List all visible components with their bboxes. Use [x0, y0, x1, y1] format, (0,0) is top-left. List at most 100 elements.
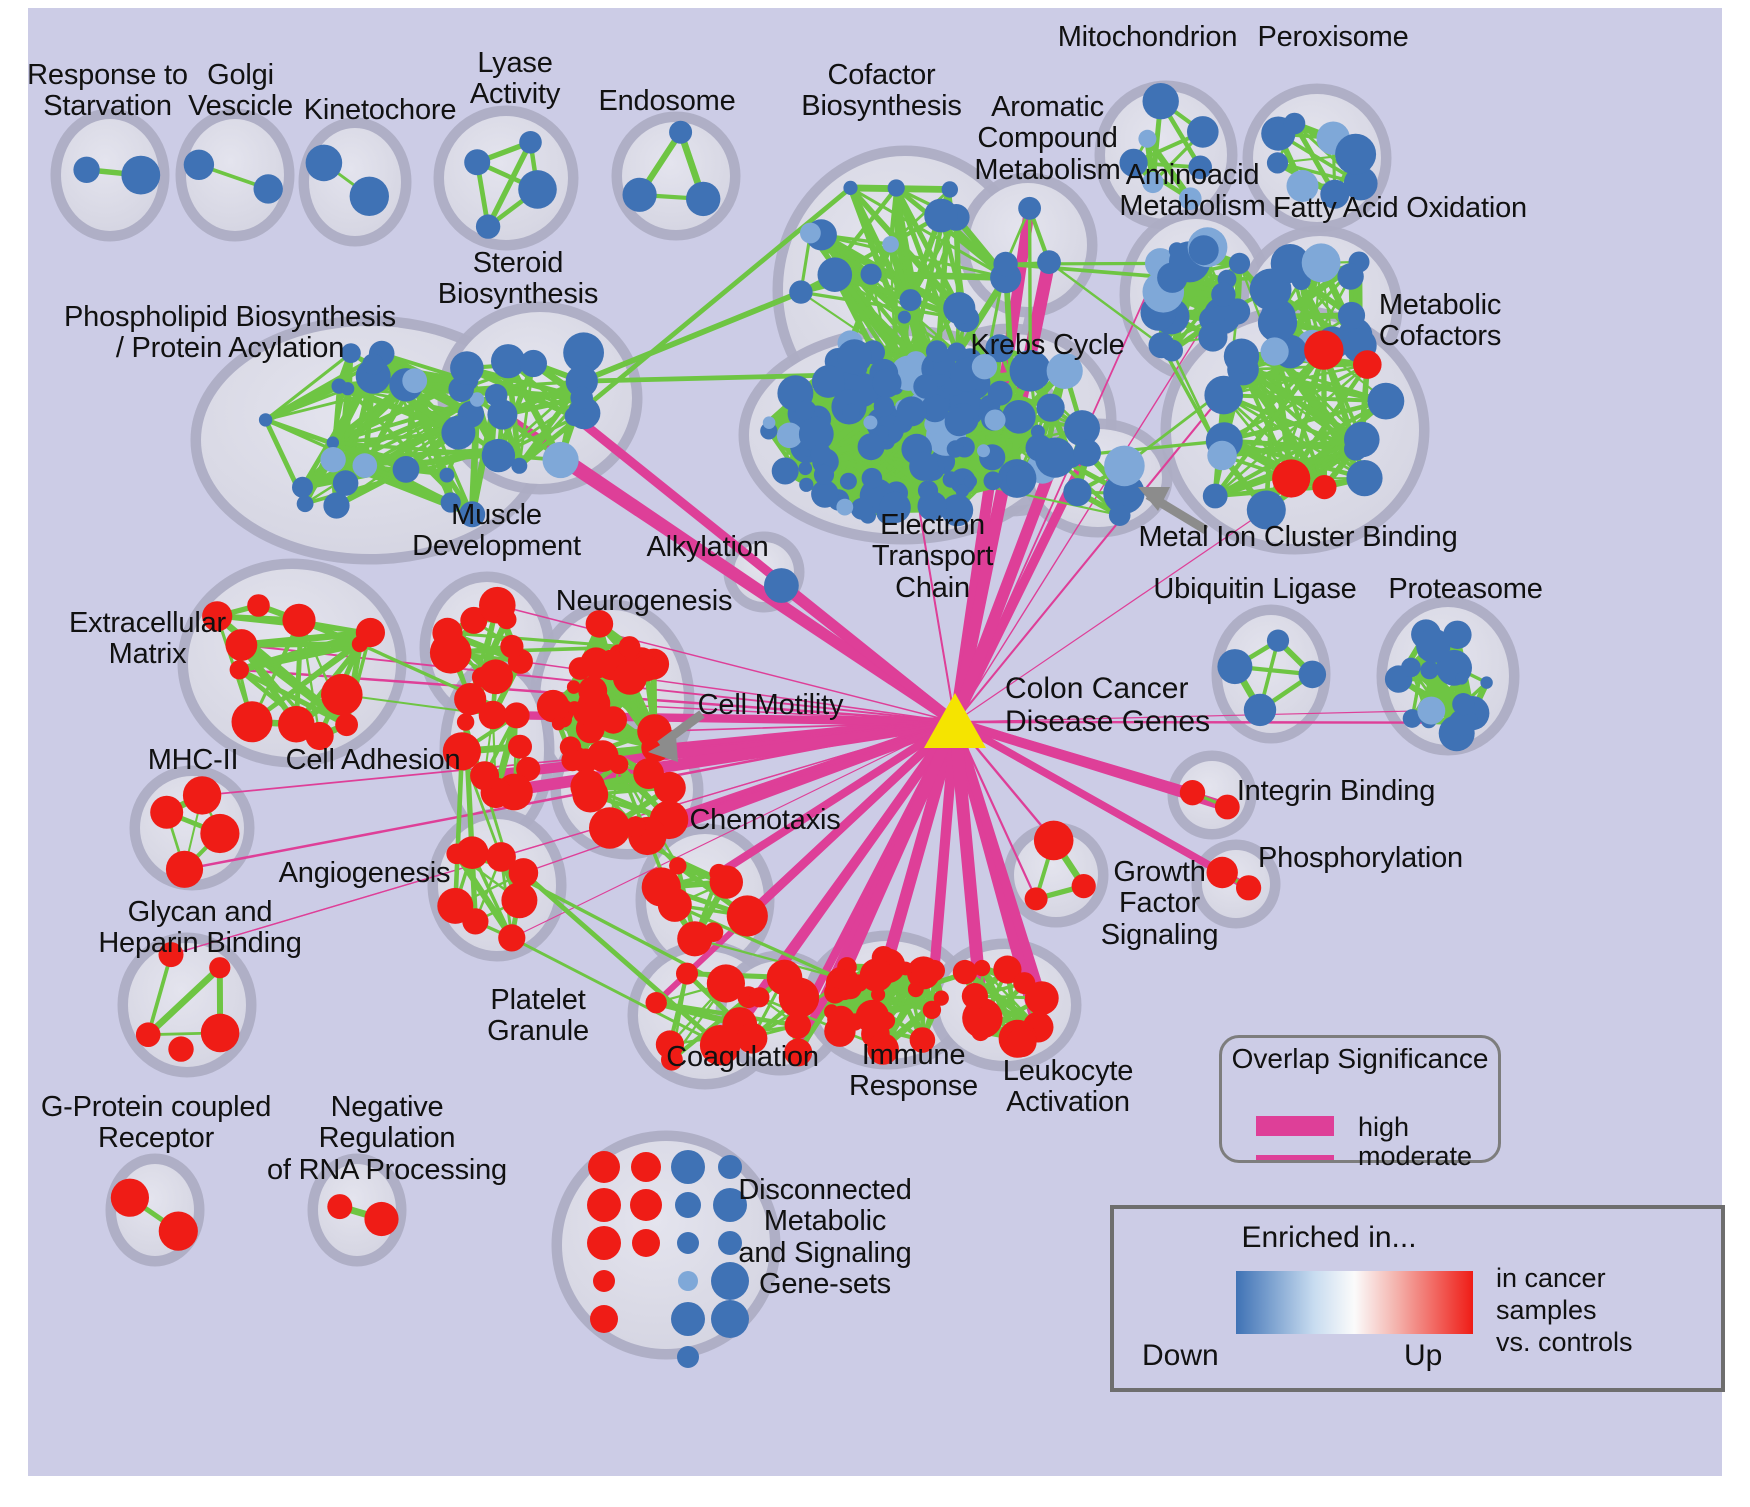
- gene-set-node: [882, 236, 899, 253]
- gene-set-node: [496, 609, 517, 630]
- cluster-area-golgi-vescicle: [186, 119, 284, 231]
- inter-cluster-edge: [452, 748, 465, 909]
- cluster-ring-lyase-activity: [433, 105, 579, 251]
- gene-set-node: [718, 1155, 742, 1179]
- gene-set-node: [566, 680, 581, 694]
- gene-set-node: [655, 1030, 685, 1059]
- gene-set-node: [589, 807, 631, 849]
- cluster-edge: [146, 952, 173, 1037]
- gene-set-node: [609, 754, 629, 775]
- gene-set-node: [855, 999, 890, 1034]
- gene-set-node: [676, 962, 698, 985]
- gene-set-node: [355, 617, 385, 648]
- gene-set-node: [973, 959, 991, 977]
- gene-set-node: [1036, 393, 1065, 422]
- gene-set-node: [1024, 981, 1059, 1015]
- gene-set-nodes: [73, 83, 1493, 1368]
- gene-set-node: [323, 492, 350, 519]
- gene-set-node: [320, 447, 346, 473]
- gene-set-node: [1266, 629, 1290, 652]
- gene-set-node: [551, 717, 566, 731]
- gene-set-node: [1148, 332, 1175, 359]
- cluster-edge: [846, 241, 894, 347]
- gene-set-node: [1206, 856, 1238, 889]
- gene-set-node: [669, 120, 693, 144]
- enriched-in-title: Enriched in...: [1241, 1221, 1417, 1254]
- gene-set-node: [183, 149, 215, 180]
- gene-set-node: [432, 617, 463, 649]
- annotation-arrows: [648, 487, 1209, 762]
- hub-edge: [929, 716, 961, 976]
- gene-set-node: [913, 374, 938, 399]
- gene-set-node: [963, 474, 978, 488]
- hub-edge: [183, 720, 957, 871]
- colon-cancer-hub-triangle[interactable]: [924, 693, 986, 748]
- hub-edge: [953, 720, 1463, 724]
- cluster-edge: [263, 362, 375, 422]
- gene-set-node: [1198, 322, 1228, 352]
- arrow-metal-ion-icon: [1138, 487, 1209, 534]
- gene-set-node: [1420, 660, 1439, 680]
- hub-edge: [170, 721, 956, 956]
- gene-set-node: [1073, 439, 1102, 467]
- gene-set-node: [570, 386, 593, 410]
- gene-set-node: [736, 1022, 768, 1054]
- gene-set-node: [1142, 171, 1164, 194]
- gene-set-node: [1018, 196, 1041, 220]
- cluster-edge: [849, 186, 1008, 280]
- gene-set-node: [709, 865, 743, 899]
- gene-set-node: [599, 706, 627, 734]
- cluster-edge: [809, 231, 961, 310]
- inter-cluster-edge: [510, 936, 722, 1047]
- cluster-ring-proteasome: [1376, 596, 1520, 756]
- legend-high-label: high: [1358, 1112, 1410, 1142]
- gene-set-node: [762, 416, 776, 430]
- gene-set-node: [568, 657, 592, 680]
- gene-set-node: [924, 198, 958, 233]
- gene-set-node: [158, 1211, 198, 1251]
- gene-set-node: [1024, 887, 1048, 911]
- gene-set-node: [247, 594, 270, 617]
- gene-set-node: [1337, 263, 1364, 290]
- gene-set-node: [836, 339, 872, 375]
- gene-set-node: [669, 857, 687, 875]
- gene-set-node: [253, 174, 283, 204]
- gene-set-node: [442, 732, 481, 771]
- gene-set-node: [1304, 330, 1344, 370]
- hub-edge: [949, 451, 1061, 728]
- gene-set-node: [771, 457, 799, 485]
- cluster-edge: [893, 185, 1009, 280]
- inter-cluster-edge: [1003, 262, 1175, 280]
- cluster-edge: [412, 378, 474, 517]
- gene-set-node: [843, 180, 858, 195]
- gene-set-node: [209, 957, 231, 979]
- cluster-ring-golgi-vescicle: [175, 108, 295, 242]
- inter-cluster-edge: [617, 763, 679, 867]
- gene-set-node: [460, 606, 488, 634]
- gene-set-node: [863, 415, 878, 430]
- gene-set-node: [542, 441, 579, 479]
- gene-set-node: [471, 667, 493, 688]
- gene-set-node: [1207, 440, 1237, 471]
- gene-set-node: [1188, 155, 1212, 180]
- inter-cluster-edge: [1027, 206, 1033, 373]
- gene-set-node: [798, 416, 834, 452]
- gene-set-node: [437, 887, 474, 924]
- gene-set-node: [942, 471, 959, 488]
- gene-set-node: [799, 477, 814, 492]
- gene-set-node: [1301, 243, 1341, 283]
- gene-set-node: [1033, 820, 1074, 861]
- hub-edge: [641, 716, 961, 842]
- gene-set-node: [491, 344, 526, 379]
- gene-set-node: [907, 981, 924, 998]
- gene-set-node: [985, 334, 1014, 363]
- cluster-edge: [464, 365, 585, 401]
- gene-set-node: [1035, 437, 1076, 478]
- hub-edge: [953, 720, 1038, 901]
- gene-set-node: [326, 436, 339, 449]
- gene-set-node: [1320, 179, 1350, 209]
- gene-set-node: [564, 406, 585, 427]
- gene-set-node: [341, 382, 355, 396]
- gene-set-node: [588, 1151, 620, 1183]
